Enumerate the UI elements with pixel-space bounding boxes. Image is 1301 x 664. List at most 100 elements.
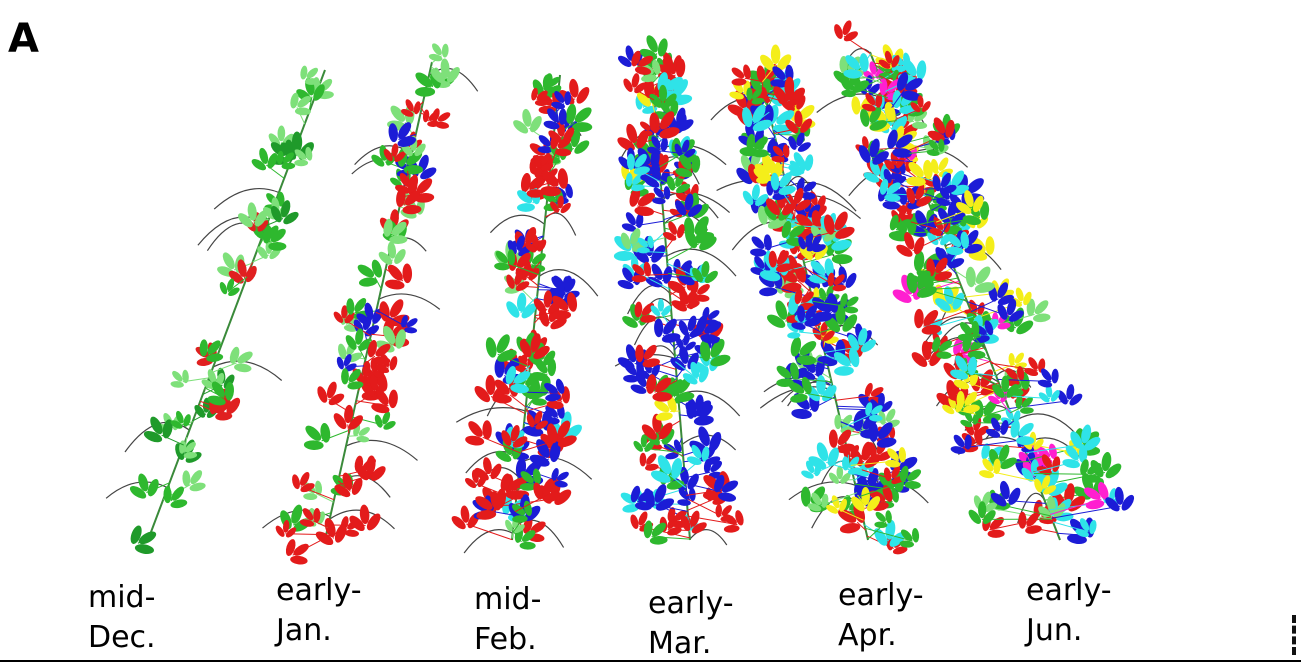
leaflet bbox=[341, 368, 349, 384]
plant-3 bbox=[448, 68, 603, 557]
leaflet bbox=[484, 336, 498, 358]
leaflet bbox=[572, 122, 592, 132]
leaflet bbox=[303, 493, 317, 501]
leaflet bbox=[645, 463, 660, 472]
leaflet bbox=[551, 310, 571, 320]
trifoliate-leaf bbox=[164, 363, 196, 395]
leaflet bbox=[832, 254, 853, 264]
tendril bbox=[464, 530, 513, 553]
leaflet bbox=[658, 299, 664, 312]
leaflet bbox=[629, 514, 640, 530]
leaflet bbox=[441, 43, 449, 57]
leaflet bbox=[388, 389, 398, 408]
caption-early-mar: early- Mar. bbox=[648, 584, 734, 664]
leaflet bbox=[1018, 512, 1026, 529]
trifoliate-leaf bbox=[278, 531, 317, 572]
caption-line1: early- bbox=[1026, 571, 1112, 611]
tendril bbox=[346, 440, 417, 460]
leaflet bbox=[291, 474, 302, 490]
caption-line1: early- bbox=[838, 576, 924, 616]
caption-line2: Feb. bbox=[474, 620, 541, 660]
leaflet bbox=[913, 250, 925, 272]
trifoliate-leaf bbox=[122, 517, 165, 562]
leaflet bbox=[750, 248, 767, 257]
leaflet bbox=[851, 96, 862, 115]
petiole bbox=[316, 494, 334, 503]
leaflet bbox=[985, 236, 994, 255]
leaflet bbox=[724, 524, 740, 533]
caption-line2: Jan. bbox=[276, 611, 362, 651]
trifoliate-leaf bbox=[285, 466, 320, 499]
leaflet bbox=[1016, 436, 1034, 445]
leaflet bbox=[816, 375, 825, 394]
leaflet bbox=[520, 542, 536, 550]
caption-early-jun: early- Jun. bbox=[1026, 571, 1112, 651]
caption-line1: mid- bbox=[88, 578, 156, 618]
trifoliate-leaf bbox=[222, 339, 261, 380]
leaflet bbox=[759, 287, 778, 297]
leaflet bbox=[290, 555, 308, 566]
leaflet bbox=[402, 263, 412, 283]
leaflet bbox=[517, 203, 535, 212]
caption-line2: Mar. bbox=[648, 624, 734, 664]
leaflet bbox=[388, 355, 398, 371]
leaflet bbox=[834, 366, 854, 377]
panel-label: A bbox=[8, 16, 39, 62]
leaflet bbox=[300, 65, 309, 80]
leaflet bbox=[916, 60, 928, 80]
caption-line1: early- bbox=[648, 584, 734, 624]
leaflet bbox=[482, 420, 492, 439]
leaflet bbox=[965, 267, 976, 288]
leaflet bbox=[464, 435, 484, 447]
trifoliate-leaf bbox=[375, 240, 410, 269]
trifoliate-leaf bbox=[456, 410, 502, 455]
leaflet bbox=[268, 242, 286, 251]
caption-mid-feb: mid- Feb. bbox=[474, 580, 541, 660]
caption-early-apr: early- Apr. bbox=[838, 576, 924, 656]
caption-early-jan: early- Jan. bbox=[276, 571, 362, 651]
leaflet bbox=[791, 408, 813, 420]
caption-line2: Dec. bbox=[88, 618, 156, 658]
leaflet bbox=[746, 88, 752, 101]
leaflet bbox=[634, 205, 654, 217]
caption-line2: Apr. bbox=[838, 616, 924, 656]
leaflet bbox=[639, 453, 646, 467]
edge-mark bbox=[1292, 615, 1301, 655]
caption-line2: Jun. bbox=[1026, 611, 1112, 651]
leaflet bbox=[415, 87, 435, 97]
leaflet bbox=[839, 522, 861, 535]
leaflet bbox=[914, 309, 924, 329]
trifoliate-leaf bbox=[828, 15, 863, 47]
leaflet bbox=[234, 363, 252, 374]
leaflet bbox=[911, 528, 919, 543]
leaflet bbox=[988, 529, 1005, 538]
caption-line1: early- bbox=[276, 571, 362, 611]
bottom-rule bbox=[0, 660, 1301, 662]
leaflet bbox=[170, 380, 184, 388]
leaflet bbox=[1033, 313, 1051, 323]
leaflet bbox=[829, 429, 839, 448]
plant-2 bbox=[263, 36, 478, 573]
leaflet bbox=[1051, 369, 1059, 384]
tendril bbox=[545, 213, 576, 235]
leaflet bbox=[771, 44, 781, 64]
leaflet bbox=[1085, 499, 1105, 511]
leaflet bbox=[163, 486, 172, 503]
leaflet bbox=[1020, 407, 1034, 414]
leaflet bbox=[304, 440, 324, 451]
leaflet bbox=[134, 543, 155, 556]
caption-line1: mid- bbox=[474, 580, 541, 620]
leaflet bbox=[319, 422, 331, 443]
trifoliate-leaf bbox=[124, 469, 165, 505]
leaflet bbox=[294, 160, 308, 167]
leaflet bbox=[654, 318, 663, 337]
leaflet bbox=[182, 470, 191, 487]
caption-mid-dec: mid- Dec. bbox=[88, 578, 156, 658]
leaflet bbox=[641, 434, 648, 447]
trifoliate-leaf bbox=[422, 36, 455, 68]
leaflet bbox=[277, 125, 285, 141]
petiole bbox=[510, 395, 526, 407]
leaflet bbox=[763, 234, 773, 251]
